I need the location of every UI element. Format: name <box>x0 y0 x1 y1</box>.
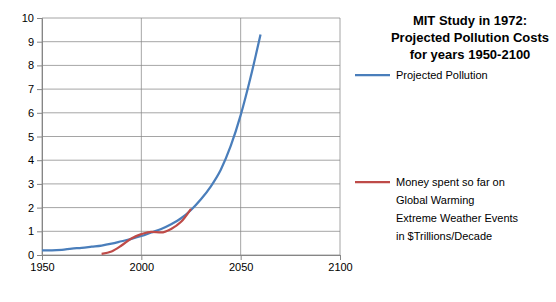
y-grid-line <box>42 41 340 42</box>
y-tick-label: 0 <box>28 249 34 261</box>
x-tick-label: 2050 <box>229 261 253 273</box>
y-tick: 1 <box>28 225 42 237</box>
y-tick-mark <box>37 65 42 66</box>
y-grid-line <box>42 136 340 137</box>
y-tick: 10 <box>22 12 42 24</box>
y-tick-mark <box>37 42 42 43</box>
x-grid-line <box>340 18 341 255</box>
x-tick: 2050 <box>229 255 253 273</box>
y-tick-mark <box>37 89 42 90</box>
y-grid-line <box>42 160 340 161</box>
series-lines <box>42 35 261 254</box>
y-tick: 5 <box>28 131 42 143</box>
y-tick-mark <box>37 231 42 232</box>
y-tick-label: 7 <box>28 83 34 95</box>
y-tick-mark <box>37 160 42 161</box>
legend-label: Money spent so far on Global Warming Extre… <box>396 176 519 242</box>
y-tick-mark <box>37 255 42 256</box>
y-tick-label: 9 <box>28 36 34 48</box>
y-tick-label: 1 <box>28 225 34 237</box>
x-tick-label: 1950 <box>30 261 54 273</box>
x-tick-label: 2100 <box>328 261 352 273</box>
x-tick-mark <box>241 255 242 260</box>
y-axis-line <box>37 19 43 256</box>
x-grid-line <box>240 18 241 255</box>
chart-title-line: Projected Pollution Costs <box>391 30 549 45</box>
y-tick-mark <box>37 184 42 185</box>
legend-label-line: Money spent so far on <box>396 176 505 188</box>
y-grid-line <box>42 65 340 66</box>
y-tick: 6 <box>28 107 42 119</box>
y-tick-label: 10 <box>22 12 34 24</box>
x-tick: 2000 <box>130 255 154 273</box>
y-grid-line <box>42 183 340 184</box>
y-tick: 9 <box>28 36 42 48</box>
y-tick: 4 <box>28 154 42 166</box>
legend-label-line: Extreme Weather Events <box>396 212 519 224</box>
y-grid-line <box>42 231 340 232</box>
y-tick-label: 4 <box>28 154 34 166</box>
series-line <box>102 209 191 254</box>
y-tick-mark <box>37 113 42 114</box>
chart-title-line: MIT Study in 1972: <box>413 13 527 28</box>
x-tick: 2100 <box>328 255 352 273</box>
chart-svg: 1950 2000 2050 2100 0 1 2 3 4 5 6 7 8 9 10 MIT Study in… <box>0 0 556 302</box>
x-axis-line <box>43 256 341 261</box>
y-tick-label: 2 <box>28 202 34 214</box>
y-tick-label: 8 <box>28 59 34 71</box>
y-grid-line <box>42 112 340 113</box>
legend-label-line: Projected Pollution <box>396 69 488 81</box>
x-tick-label: 2000 <box>130 261 154 273</box>
y-grid-line <box>42 89 340 90</box>
y-grid-line <box>42 18 340 19</box>
plot: 1950 2000 2050 2100 0 1 2 3 4 5 6 7 8 9 10 <box>22 12 353 273</box>
x-tick-mark <box>340 255 341 260</box>
y-tick: 8 <box>28 59 42 71</box>
y-tick: 7 <box>28 83 42 95</box>
background <box>0 0 556 302</box>
y-tick-mark <box>37 137 42 138</box>
y-tick-label: 3 <box>28 178 34 190</box>
legend-label-line: Global Warming <box>396 194 474 206</box>
y-tick-mark <box>37 18 42 19</box>
y-grid-line <box>42 207 340 208</box>
x-tick-mark <box>141 255 142 260</box>
legend-label: Projected Pollution <box>396 69 488 81</box>
y-tick-label: 6 <box>28 107 34 119</box>
y-tick: 3 <box>28 178 42 190</box>
x-grid-line <box>141 18 142 255</box>
legend-swatch <box>355 74 390 76</box>
legend-swatch <box>355 181 390 183</box>
y-axis: 0 1 2 3 4 5 6 7 8 9 10 <box>22 12 43 261</box>
series-line <box>42 35 261 251</box>
legend-label-line: in $Trillions/Decade <box>396 230 492 242</box>
legend: Projected Pollution Money spent so far on… <box>355 69 519 242</box>
x-axis: 1950 2000 2050 2100 <box>30 255 352 273</box>
y-tick: 2 <box>28 202 42 214</box>
chart-title-line: for years 1950-2100 <box>410 47 531 62</box>
chart-container: 1950 2000 2050 2100 0 1 2 3 4 5 6 7 8 9 10 MIT Study in… <box>0 0 556 302</box>
y-tick-label: 5 <box>28 131 34 143</box>
grid <box>42 18 340 255</box>
chart-title: MIT Study in 1972: Projected Pollution Co… <box>391 13 549 62</box>
y-tick: 0 <box>28 249 42 261</box>
y-tick-mark <box>37 208 42 209</box>
